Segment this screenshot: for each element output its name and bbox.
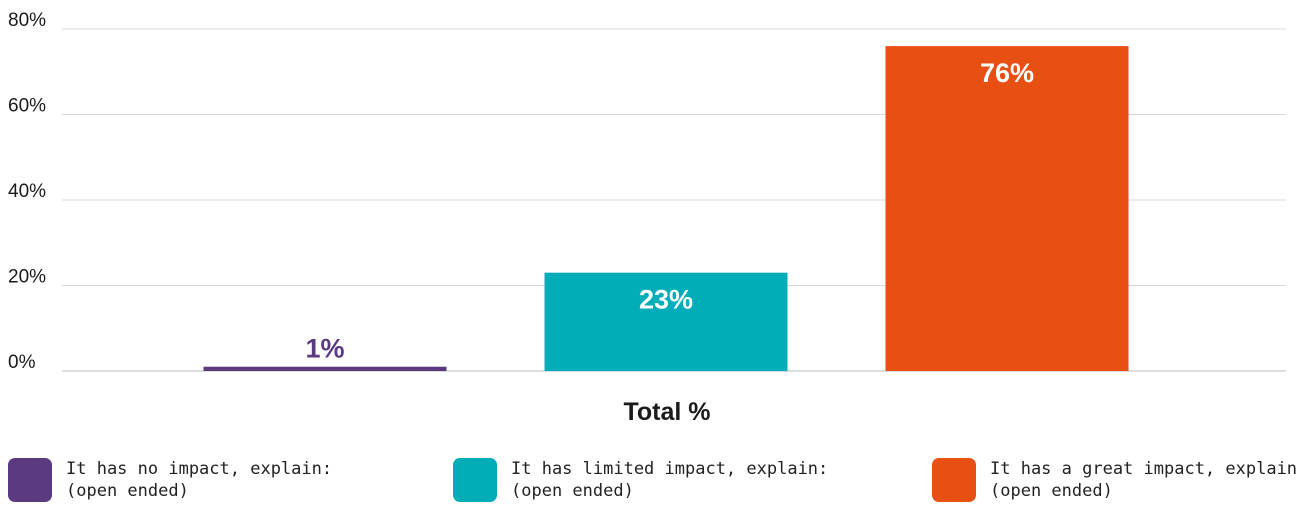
legend-item-great-impact: It has a great impact, explain: (open en…: [932, 458, 1299, 502]
legend-label: It has a great impact, explain: (open en…: [990, 459, 1299, 501]
legend: It has no impact, explain: (open ended) …: [0, 458, 1299, 508]
y-tick-label: 20%: [8, 267, 46, 288]
legend-swatch: [453, 458, 497, 502]
legend-item-no-impact: It has no impact, explain: (open ended): [8, 458, 332, 502]
bar: [885, 46, 1129, 371]
y-tick-label: 40%: [8, 181, 46, 202]
data-label: 23%: [639, 285, 693, 315]
legend-label: It has limited impact, explain: (open en…: [511, 459, 829, 501]
x-axis-label: Total %: [623, 398, 710, 426]
legend-swatch: [8, 458, 52, 502]
bar: [544, 272, 788, 371]
legend-label: It has no impact, explain: (open ended): [66, 459, 333, 501]
y-tick-label: 0%: [8, 352, 36, 373]
data-labels: 1% 23% 76%: [305, 58, 1034, 364]
bars: [203, 46, 1129, 371]
y-tick-label: 80%: [8, 10, 46, 31]
data-label: 1%: [305, 334, 344, 364]
legend-swatch: [932, 458, 976, 502]
data-label: 76%: [980, 58, 1034, 88]
bar: [203, 366, 447, 371]
bar-chart: 0% 20% 40% 60% 80% 1% 23% 76% Total %: [8, 10, 1286, 426]
y-tick-label: 60%: [8, 96, 46, 117]
y-axis-ticks: 0% 20% 40% 60% 80%: [8, 10, 46, 373]
legend-item-limited-impact: It has limited impact, explain: (open en…: [453, 458, 828, 502]
